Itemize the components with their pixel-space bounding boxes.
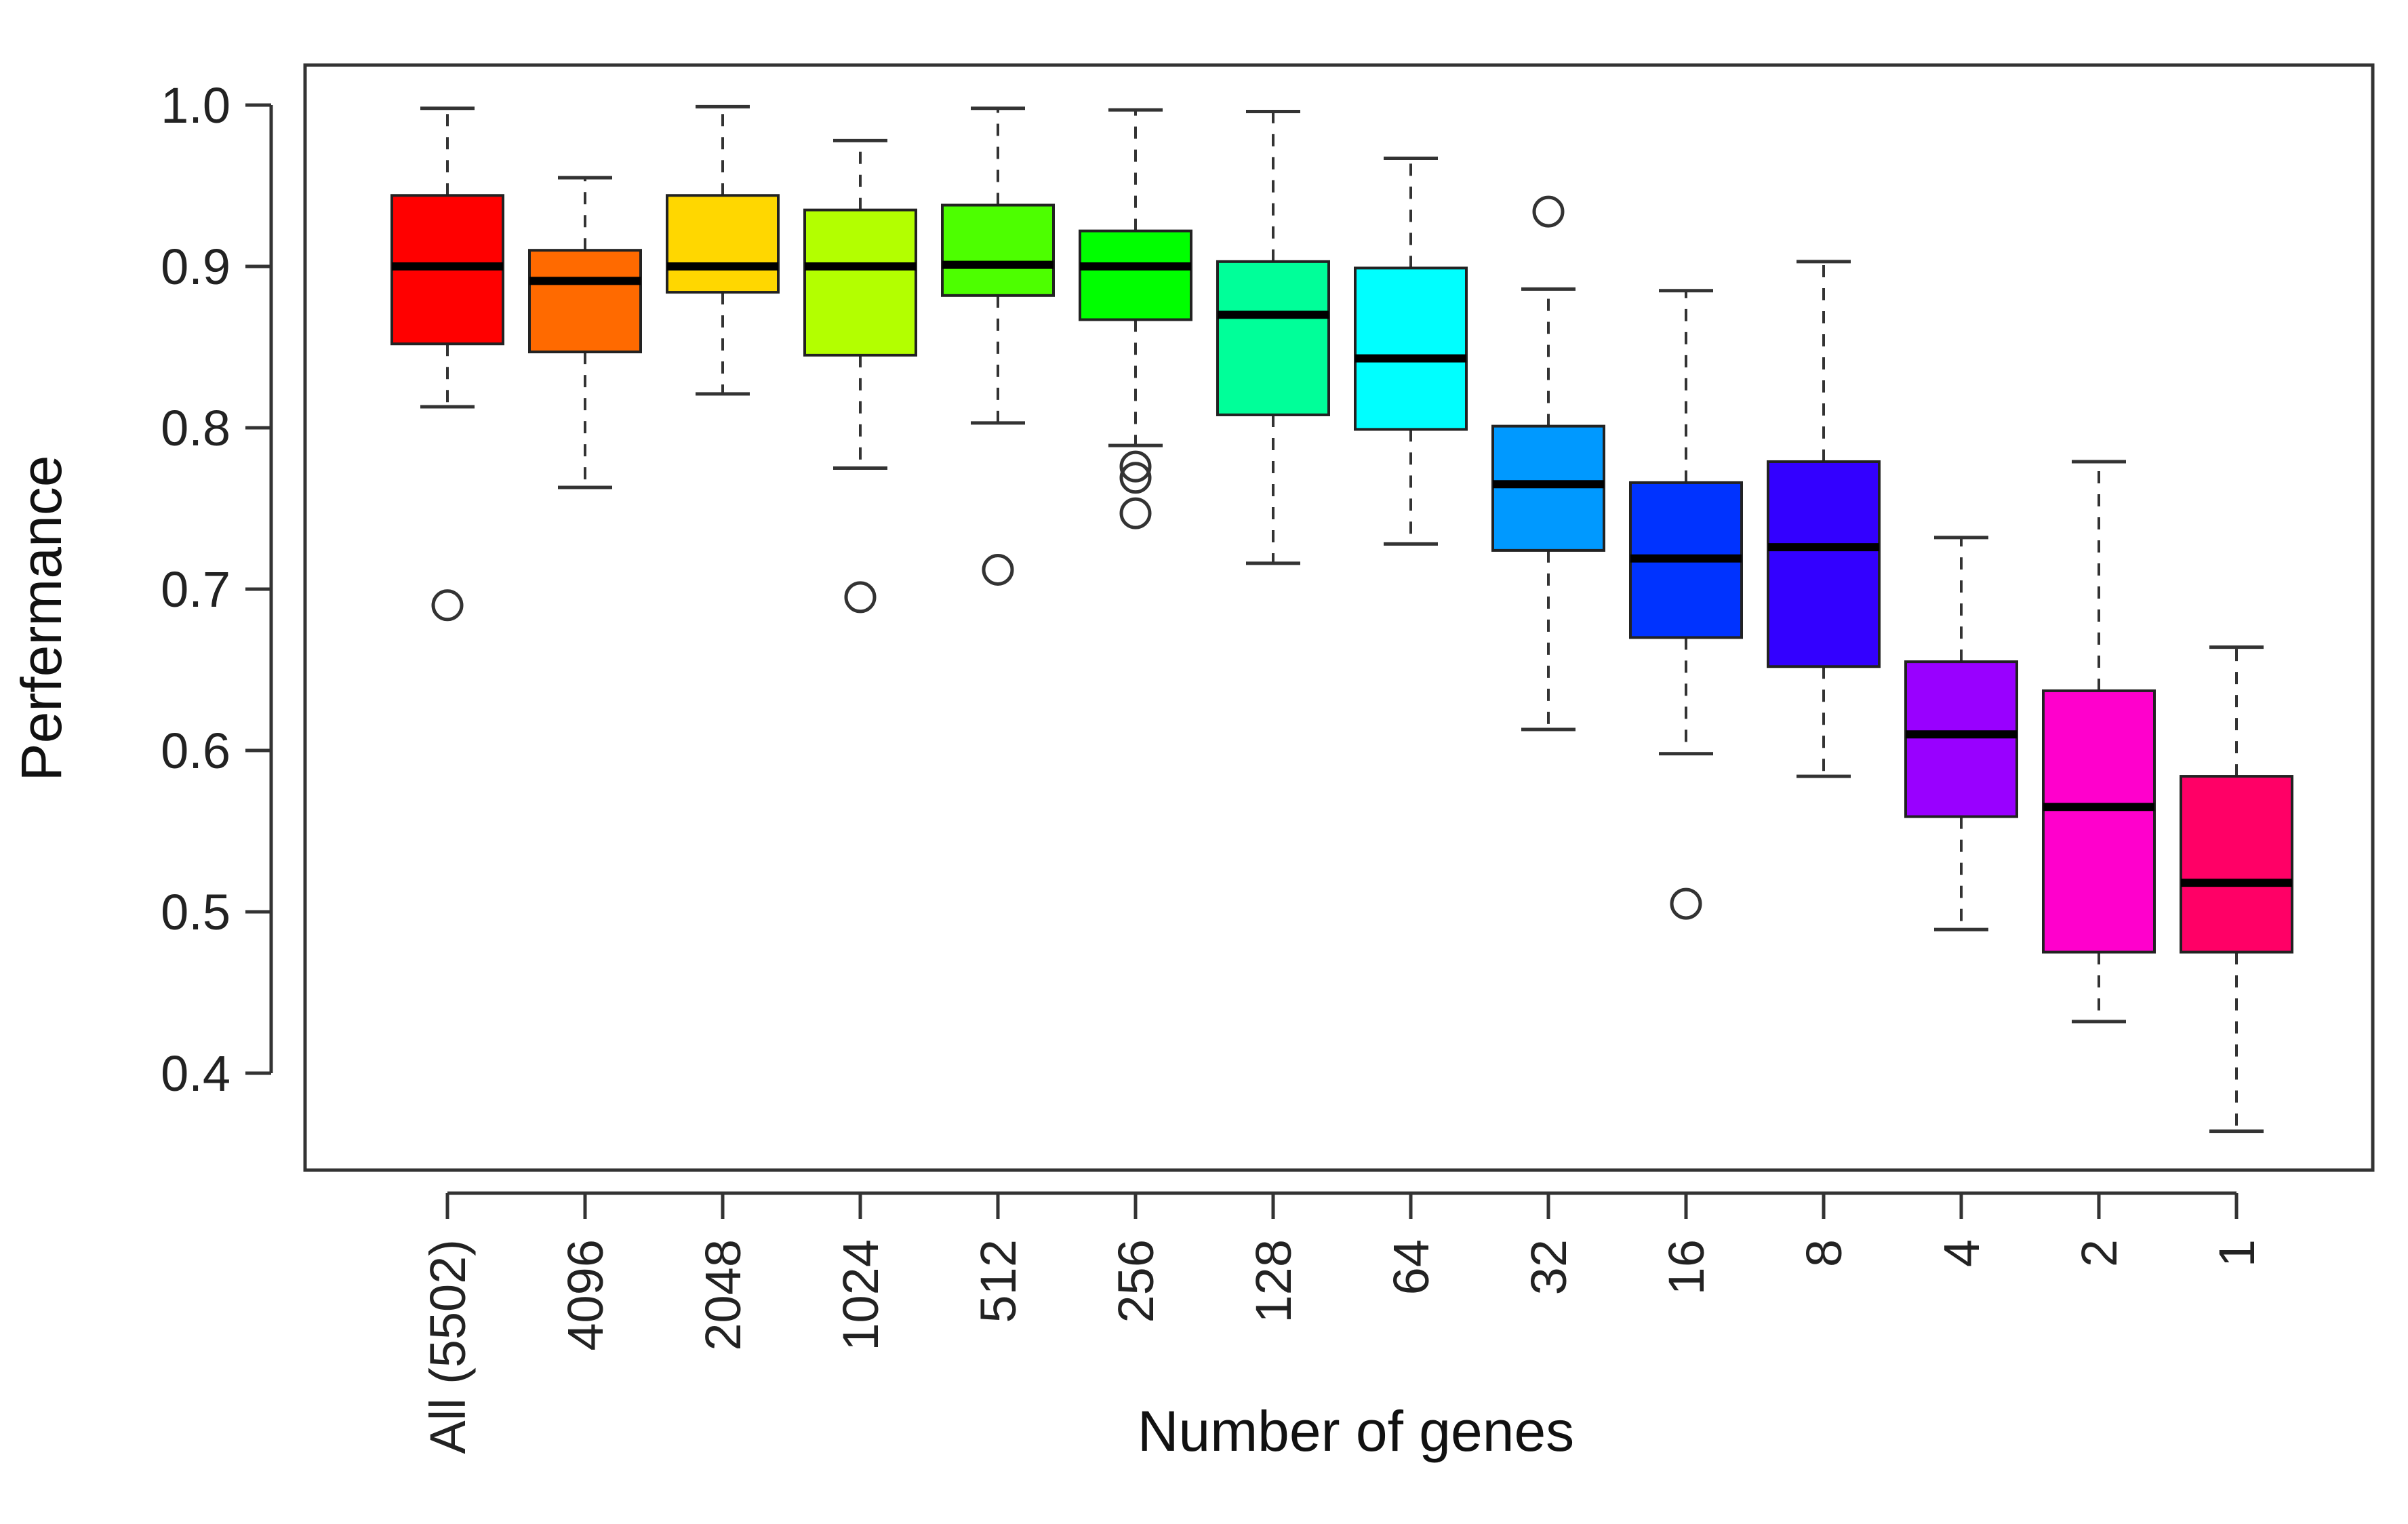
x-tick-label: 4 bbox=[1933, 1239, 1990, 1267]
x-tick-label: 2 bbox=[2071, 1239, 2127, 1267]
box-group bbox=[1767, 260, 1881, 778]
x-tick-label: 4096 bbox=[557, 1239, 614, 1351]
x-tick-label: 1024 bbox=[832, 1239, 889, 1351]
box bbox=[1904, 660, 2018, 818]
box bbox=[666, 194, 780, 294]
outlier-point bbox=[431, 589, 464, 622]
plot-frame bbox=[303, 63, 2375, 1172]
box bbox=[941, 203, 1055, 297]
box-group bbox=[528, 176, 642, 489]
box bbox=[1354, 266, 1468, 431]
outlier-point bbox=[844, 581, 877, 614]
y-tick-label: 0.4 bbox=[161, 1045, 230, 1102]
outlier-point bbox=[1119, 462, 1152, 494]
box-group bbox=[1904, 536, 2018, 931]
x-tick-label: 128 bbox=[1245, 1239, 1302, 1323]
box bbox=[2180, 775, 2293, 954]
y-tick-label: 0.7 bbox=[161, 561, 230, 618]
box-group bbox=[1491, 195, 1605, 731]
box bbox=[2042, 689, 2156, 954]
y-tick-label: 0.6 bbox=[161, 723, 230, 779]
y-tick-label: 0.8 bbox=[161, 400, 230, 456]
x-tick-label: 8 bbox=[1796, 1239, 1852, 1267]
x-tick-label: 32 bbox=[1521, 1239, 1577, 1295]
box-group bbox=[1216, 110, 1330, 565]
outlier-point bbox=[1670, 887, 1702, 920]
y-tick-label: 1.0 bbox=[161, 77, 230, 134]
y-tick-label: 0.9 bbox=[161, 239, 230, 295]
box-group bbox=[941, 106, 1055, 586]
outlier-point bbox=[1532, 195, 1565, 228]
y-axis: 0.4 0.5 0.6 0.7 0.8 0.9 1.0 bbox=[161, 77, 273, 1102]
x-axis-title: Number of genes bbox=[1138, 1399, 1574, 1463]
x-tick-label: 16 bbox=[1658, 1239, 1714, 1295]
x-tick-label: 2048 bbox=[695, 1239, 751, 1351]
box-group bbox=[1079, 108, 1192, 529]
x-tick-label: 512 bbox=[970, 1239, 1026, 1323]
box-group bbox=[666, 104, 780, 396]
box bbox=[1767, 460, 1881, 668]
box bbox=[1079, 229, 1192, 321]
box bbox=[803, 208, 917, 357]
box-group bbox=[390, 106, 504, 622]
y-tick-label: 0.5 bbox=[161, 884, 230, 940]
box-series bbox=[390, 104, 2293, 1134]
box-group bbox=[1354, 157, 1468, 546]
outlier-point bbox=[1119, 497, 1152, 529]
box-group bbox=[803, 138, 917, 614]
x-tick-label: 1 bbox=[2209, 1239, 2265, 1267]
outlier-point bbox=[1119, 450, 1152, 483]
x-axis: All (5502) 4096 2048 1024 512 256 128 64 32 16 8 4 2… bbox=[420, 1191, 2265, 1454]
x-tick-label: All (5502) bbox=[420, 1239, 476, 1454]
x-tick-label: 256 bbox=[1108, 1239, 1164, 1323]
box bbox=[528, 249, 642, 354]
outlier-point bbox=[982, 553, 1014, 586]
x-tick-label: 64 bbox=[1383, 1239, 1439, 1295]
box-group bbox=[2042, 460, 2156, 1024]
y-axis-title: Perfermance bbox=[9, 456, 73, 782]
box-group bbox=[1629, 289, 1743, 920]
box-group bbox=[2180, 645, 2293, 1134]
box bbox=[1216, 260, 1330, 416]
